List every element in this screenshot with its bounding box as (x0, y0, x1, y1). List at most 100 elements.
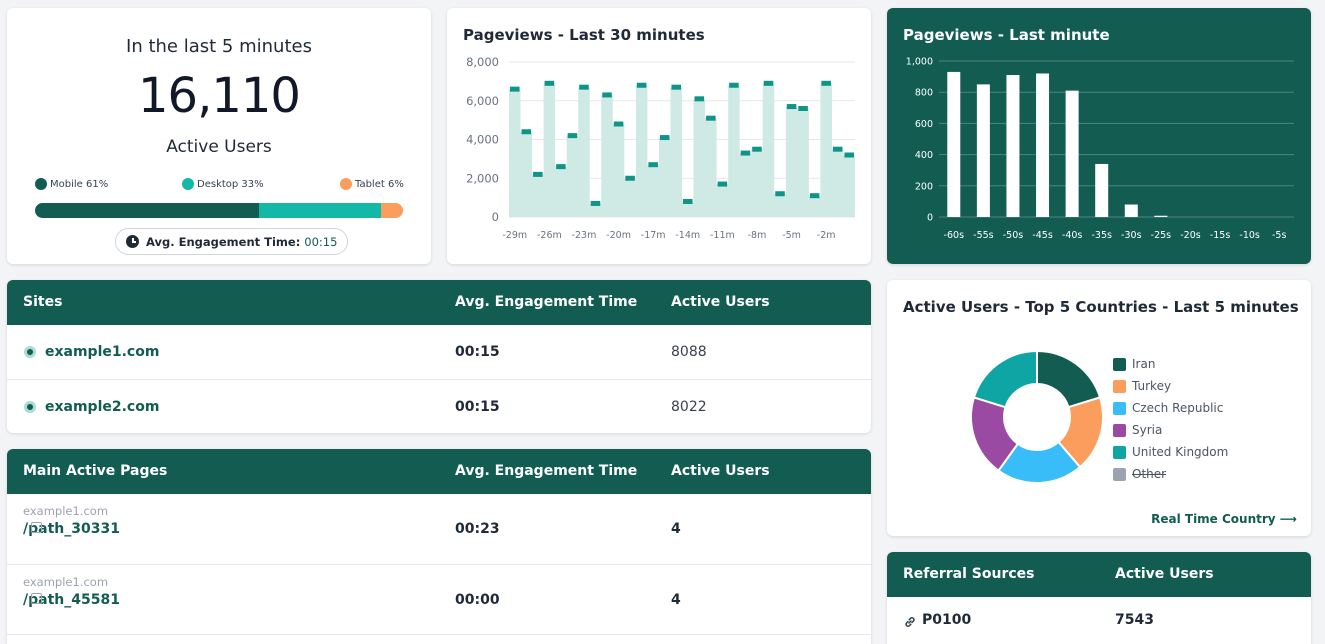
legend-swatch (1113, 423, 1126, 437)
pageviews-1min-card: Pageviews - Last minute 0 200 400 600 800 1,0… (887, 8, 1311, 264)
legend-swatch (1113, 467, 1126, 481)
legend-item[interactable]: Czech Republic (1113, 397, 1228, 419)
legend-tablet-label: Tablet 6% (355, 178, 404, 190)
table-row[interactable]: P0100 7543 (887, 597, 1311, 644)
legend-item[interactable]: Iran (1113, 353, 1228, 375)
bar-marker (683, 199, 693, 204)
table-row[interactable] (7, 634, 871, 644)
legend-desktop[interactable]: Desktop 33% (182, 178, 264, 190)
legend-swatch (1113, 445, 1126, 459)
x-tick-label: -10s (1239, 230, 1260, 241)
page-engagement-time: 00:23 (455, 521, 500, 537)
bar-marker (521, 129, 532, 135)
site-link[interactable]: example1.com (45, 344, 160, 360)
x-tick-label: -23m (572, 230, 597, 241)
pageviews-30min-title: Pageviews - Last 30 minutes (463, 26, 705, 44)
y-tick-label: 200 (915, 181, 933, 192)
x-tick-label: -50s (1003, 230, 1024, 241)
table-row[interactable]: example1.com 00:15 8088 (7, 325, 871, 379)
legend-label: Iran (1132, 357, 1156, 371)
legend-label: Syria (1132, 423, 1163, 437)
y-tick-label: 1,000 (906, 57, 933, 68)
site-engagement-time: 00:15 (455, 344, 500, 360)
pageviews-1min-chart: 0 200 400 600 800 1,000 -60s -55s -50s -45s -40s -3… (906, 57, 1294, 241)
engagement-time-pill: Avg. Engagement Time: 00:15 (115, 228, 349, 255)
x-tick-label: -20s (1180, 230, 1201, 241)
legend-mobile-label: Mobile 61% (50, 178, 109, 190)
active-users-label: Active Users (166, 137, 272, 157)
external-link-icon[interactable] (31, 593, 42, 604)
referral-source-cell: P0100 (903, 612, 971, 631)
bar-marker (717, 181, 728, 187)
bar-marker (775, 191, 785, 197)
page-host: example1.com (23, 504, 109, 518)
referral-sources-table: Referral Sources Active Users P0100 7543 (887, 552, 1311, 644)
x-tick-label: -30s (1121, 230, 1142, 241)
link-icon (905, 617, 915, 627)
x-tick-label: -20m (606, 230, 631, 241)
active-users-count: 16,110 (138, 68, 301, 124)
device-share-bar (35, 203, 403, 218)
bar (1124, 204, 1138, 217)
sites-table-header: Sites Avg. Engagement Time Active Users (7, 280, 871, 325)
bar-marker (510, 86, 520, 92)
bar-marker (613, 121, 624, 127)
legend-item[interactable]: Syria (1113, 419, 1228, 441)
table-row[interactable]: example1.com /path_45581 00:00 4 (7, 564, 871, 634)
y-tick-label: 0 (492, 210, 499, 224)
page-host: example1.com (23, 575, 109, 589)
bar-marker (671, 84, 681, 90)
bar-marker (590, 200, 601, 206)
bar-marker (602, 92, 612, 98)
legend-tablet[interactable]: Tablet 6% (340, 178, 404, 190)
col-sites: Sites (23, 294, 63, 310)
legend-mobile[interactable]: Mobile 61% (35, 178, 108, 190)
bar-marker (752, 146, 762, 152)
page-path-link[interactable]: /path_30331 (23, 521, 120, 537)
x-tick-label: -45s (1032, 230, 1053, 241)
x-tick-label: -5s (1272, 230, 1286, 241)
col-active-users: Active Users (671, 294, 770, 310)
col-active-users: Active Users (1115, 566, 1214, 582)
legend-item[interactable]: Turkey (1113, 375, 1228, 397)
bar (976, 84, 990, 218)
bar-marker (706, 115, 716, 121)
col-avg-engagement: Avg. Engagement Time (455, 463, 638, 479)
sites-table: Sites Avg. Engagement Time Active Users … (7, 280, 871, 433)
external-link-icon[interactable] (31, 522, 42, 533)
pageviews-1min-title: Pageviews - Last minute (903, 26, 1110, 44)
y-tick-label: 6,000 (466, 94, 499, 108)
table-row[interactable]: example2.com 00:15 8022 (7, 379, 871, 433)
referral-table-header: Referral Sources Active Users (887, 552, 1311, 597)
bar-marker (844, 152, 854, 158)
device-bar-segment (35, 203, 260, 218)
x-tick-label: -25s (1151, 230, 1172, 241)
x-tick-label: -55s (973, 230, 994, 241)
engagement-label: Avg. Engagement Time: (146, 234, 301, 249)
x-tick-label: -40s (1062, 230, 1083, 241)
site-link[interactable]: example2.com (45, 399, 160, 415)
countries-legend: Iran Turkey Czech Republic Syria United King… (1113, 353, 1228, 485)
y-tick-label: 2,000 (466, 171, 499, 185)
device-legend: Mobile 61% Desktop 33% Tablet 6% (35, 178, 404, 192)
x-tick-label: -11m (710, 230, 735, 241)
legend-item[interactable]: Other (1113, 463, 1228, 485)
site-status-icon (24, 346, 36, 358)
page-active-users: 4 (671, 521, 681, 537)
x-tick-label: -60s (944, 230, 965, 241)
referral-source-name[interactable]: P0100 (922, 612, 972, 628)
page-path-link[interactable]: /path_45581 (23, 592, 120, 608)
legend-label: Czech Republic (1132, 401, 1224, 415)
y-tick-label: 400 (915, 150, 933, 161)
legend-item[interactable]: United Kingdom (1113, 441, 1228, 463)
bar (947, 71, 961, 217)
bar-marker (763, 80, 774, 86)
table-row[interactable]: example1.com /path_30331 00:23 4 (7, 494, 871, 564)
countries-donut-chart (970, 349, 1104, 484)
donut-slice (972, 349, 1038, 409)
bar-marker (832, 146, 843, 152)
bar (1006, 75, 1020, 217)
legend-label: United Kingdom (1132, 445, 1229, 459)
col-active-users: Active Users (671, 463, 770, 479)
real-time-country-link[interactable]: Real Time Country ⟶ (1151, 512, 1297, 526)
